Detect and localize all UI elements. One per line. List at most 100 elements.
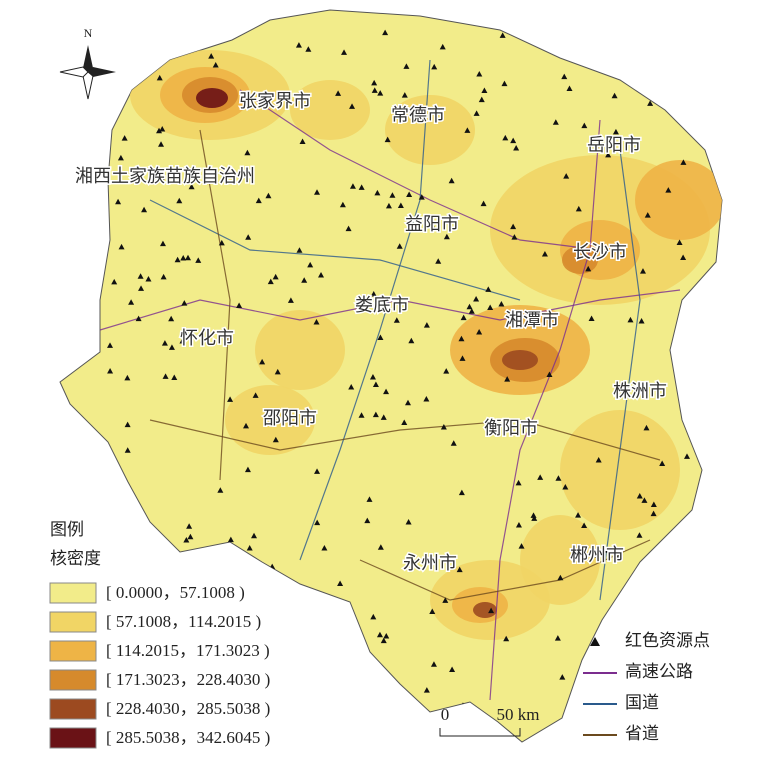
resource-point — [592, 552, 599, 558]
resource-point — [245, 234, 252, 240]
resource-point — [636, 532, 643, 538]
resource-point — [604, 716, 611, 722]
resource-point — [423, 687, 430, 693]
resource-point — [158, 141, 165, 147]
resource-point — [686, 586, 693, 592]
resource-point — [488, 607, 495, 614]
resource-point — [335, 90, 342, 96]
legend-swatch — [49, 698, 97, 720]
resource-point — [339, 201, 346, 208]
scale-bar: 0 50 km — [439, 705, 539, 737]
resource-point — [118, 243, 125, 250]
legend-label: [ 114.2015，171.3023 ) — [106, 641, 270, 660]
resource-point — [286, 691, 293, 697]
resource-point — [309, 678, 316, 684]
resource-point — [665, 187, 672, 193]
resource-point — [143, 546, 150, 552]
resource-point — [382, 29, 389, 36]
resource-point — [158, 174, 165, 180]
road — [599, 149, 641, 601]
resource-point — [124, 421, 131, 428]
legend-symbol — [590, 637, 600, 646]
legend-label: [ 171.3023，228.4030 ) — [106, 670, 270, 689]
resource-point — [476, 329, 483, 335]
resource-point — [468, 308, 475, 314]
resource-point — [135, 315, 142, 322]
density-area — [560, 410, 680, 530]
density-area — [225, 385, 315, 455]
resource-point — [380, 637, 387, 644]
city-label: 娄底市 — [355, 295, 409, 315]
resource-point — [473, 295, 480, 302]
resource-point — [208, 53, 215, 59]
resource-point — [442, 597, 449, 603]
resource-point — [393, 317, 400, 323]
resource-point — [464, 127, 471, 133]
resource-point — [296, 247, 303, 253]
resource-point — [348, 383, 355, 390]
resource-point — [676, 28, 683, 34]
resource-point — [277, 573, 284, 580]
resource-point — [450, 440, 457, 446]
city-label: 邵阳市 — [263, 408, 317, 428]
city-label: 邵阳市 — [263, 408, 317, 428]
resource-point — [682, 387, 689, 393]
resource-point — [184, 254, 191, 261]
road — [199, 129, 231, 481]
resource-point — [410, 557, 417, 564]
resource-point — [377, 544, 384, 550]
resource-point — [554, 635, 561, 641]
resource-point — [115, 43, 122, 49]
density-area — [385, 95, 475, 165]
resource-point — [195, 257, 202, 263]
resource-point — [290, 662, 297, 668]
resource-point — [680, 254, 687, 260]
resource-point — [272, 273, 279, 280]
city-label: 常德市 — [391, 105, 445, 125]
road — [239, 89, 601, 251]
resource-point — [396, 243, 403, 249]
legend-swatch — [49, 640, 97, 662]
resource-point — [336, 689, 343, 695]
resource-point — [236, 302, 243, 308]
resource-point — [518, 543, 525, 549]
resource-point — [181, 300, 188, 306]
resource-point — [376, 631, 383, 638]
resource-point — [364, 517, 371, 524]
resource-point — [456, 566, 463, 573]
resource-point — [641, 497, 648, 503]
legend-swatch — [49, 611, 97, 633]
resource-point — [611, 92, 618, 99]
resource-point — [501, 80, 508, 87]
resource-point — [301, 277, 308, 283]
north-label: N — [84, 26, 93, 40]
resource-point — [478, 96, 485, 103]
scale-label: 0 — [441, 705, 450, 724]
resource-point — [159, 126, 166, 132]
resource-point — [435, 258, 442, 264]
road — [99, 289, 681, 331]
resource-point — [448, 177, 455, 184]
city-label: 张家界市 — [239, 91, 311, 111]
resource-point — [358, 412, 365, 418]
resource-point — [443, 368, 450, 374]
resource-point — [458, 335, 465, 342]
resource-point — [531, 515, 538, 521]
resource-point — [387, 720, 394, 726]
road — [299, 59, 431, 561]
city-label: 湘西土家族苗族自治州 — [75, 166, 255, 186]
legend-label: [ 228.4030，285.5038 ) — [106, 699, 270, 718]
city-label: 常德市 — [391, 105, 445, 125]
legend-label: 红色资源点 — [625, 631, 710, 650]
resource-point — [252, 392, 259, 398]
resource-point — [595, 456, 602, 463]
resource-point — [370, 291, 377, 297]
resource-point — [605, 151, 612, 158]
resource-point — [374, 189, 381, 196]
resource-point — [559, 674, 566, 680]
resource-point — [639, 268, 646, 274]
city-label: 湘潭市 — [505, 310, 559, 330]
resource-point — [349, 183, 356, 189]
resource-point — [160, 273, 167, 280]
resource-point — [218, 239, 225, 246]
